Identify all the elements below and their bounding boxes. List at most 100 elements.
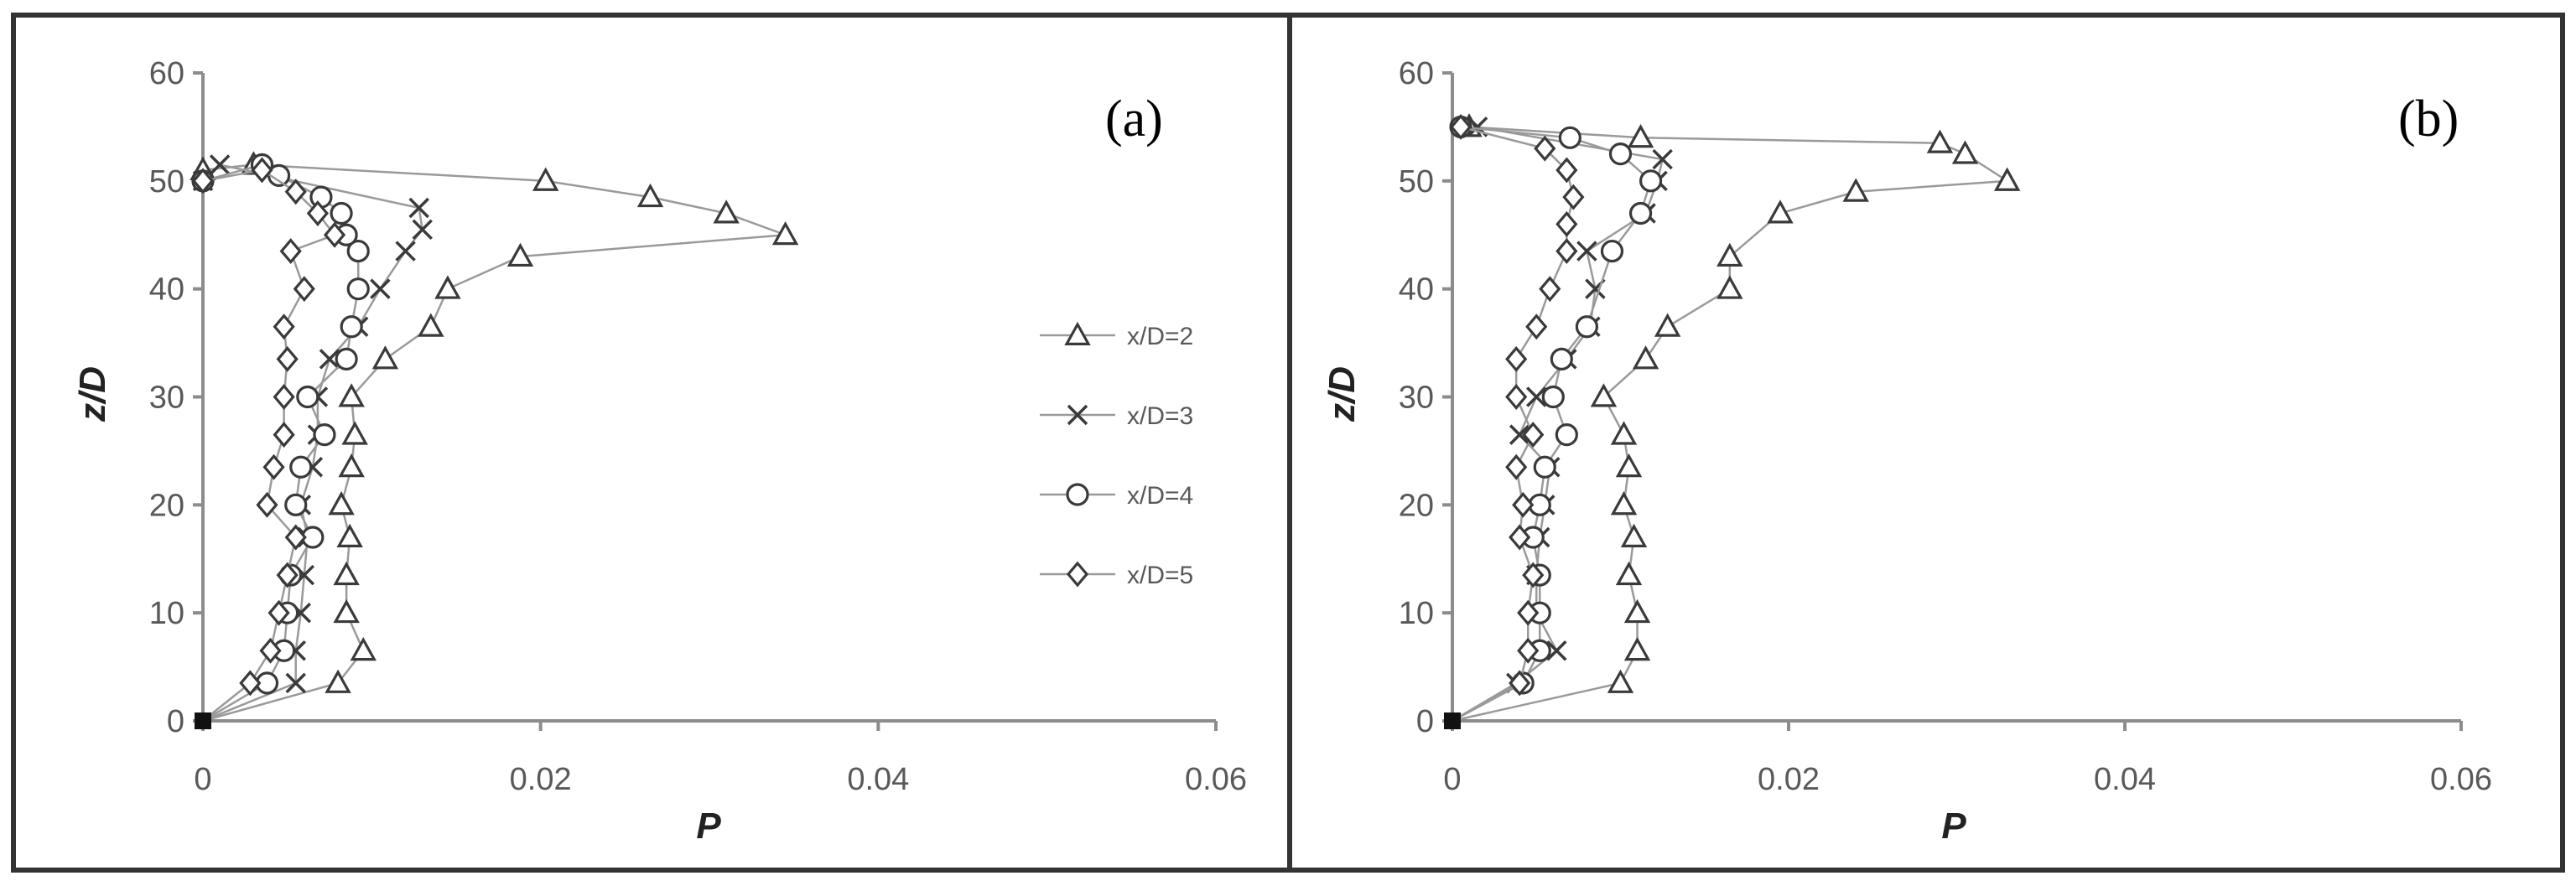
data-point	[1590, 383, 1618, 407]
data-point	[1600, 239, 1624, 263]
data-point	[1541, 385, 1565, 409]
origin-point-b	[1444, 712, 1461, 729]
series-line	[202, 163, 424, 723]
data-point	[1550, 347, 1573, 371]
data-point	[1522, 422, 1545, 448]
data-point	[335, 347, 358, 371]
data-point	[319, 349, 340, 370]
data-point	[262, 453, 285, 480]
data-point	[1767, 199, 1794, 224]
x-axis-label-a: P	[696, 806, 721, 847]
data-point	[1623, 598, 1651, 624]
data-point	[279, 238, 302, 265]
data-point	[293, 276, 315, 303]
legend-item: x/D=4	[1040, 482, 1193, 510]
legend-label: x/D=5	[1127, 562, 1193, 589]
legend-marker	[1067, 404, 1088, 426]
series-line	[1452, 126, 2011, 723]
y-tick-label-b: 0	[1416, 704, 1434, 739]
x-axis-label-b: P	[1941, 806, 1966, 847]
data-point	[328, 491, 355, 516]
data-point	[771, 220, 799, 246]
data-point	[259, 637, 282, 664]
legend-item: x/D=2	[1040, 321, 1193, 350]
data-point	[1509, 524, 1531, 551]
chart-panel-a: (a) P z/D 0 10 20 30 40 50 60 0 0.02 0.04 0.06	[72, 56, 1247, 847]
data-point	[1505, 345, 1528, 372]
data-point	[338, 453, 365, 478]
data-point	[323, 221, 346, 248]
data-point	[1620, 523, 1648, 547]
data-point	[1512, 491, 1535, 518]
data-point	[636, 183, 664, 208]
data-point	[1522, 562, 1545, 588]
data-point	[209, 154, 231, 175]
data-point	[276, 562, 299, 588]
data-point	[239, 670, 262, 697]
data-point	[1533, 455, 1556, 479]
data-point	[1639, 169, 1663, 193]
data-point	[276, 345, 299, 372]
legend-item: x/D=5	[1040, 561, 1193, 589]
data-point	[330, 201, 353, 225]
data-point	[1505, 384, 1528, 410]
data-point	[1575, 315, 1599, 339]
y-tick-label-b: 10	[1399, 596, 1434, 631]
data-point	[1517, 637, 1540, 664]
data-point	[1608, 142, 1633, 166]
data-point	[289, 455, 313, 479]
series-b-4	[1449, 113, 1585, 723]
panel-label-b: (b)	[2398, 91, 2459, 148]
legend-marker	[1066, 561, 1089, 588]
data-point	[1654, 313, 1681, 337]
data-point	[1562, 184, 1585, 210]
data-point	[346, 277, 370, 301]
legend-marker	[1064, 321, 1091, 345]
data-point	[256, 491, 278, 518]
data-point	[1842, 178, 1869, 202]
data-point	[370, 278, 391, 299]
series-a-1	[190, 151, 799, 723]
panel-label-a: (a)	[1105, 91, 1163, 148]
data-point	[412, 219, 433, 241]
y-axis-label-b: z/D	[1322, 366, 1363, 422]
data-point	[1615, 453, 1643, 478]
data-point	[273, 313, 295, 340]
x-tick-label-a: 0	[194, 762, 211, 797]
data-point	[713, 199, 740, 224]
y-tick-label-b: 60	[1399, 56, 1434, 91]
series-b-3	[1449, 115, 1663, 723]
data-point	[1558, 126, 1581, 149]
x-tick-label-a: 0.06	[1185, 762, 1247, 797]
x-tick-label-b: 0.02	[1758, 762, 1820, 797]
x-tick-label-b: 0.04	[2094, 762, 2156, 797]
data-point	[1632, 345, 1659, 370]
legend-marker	[1066, 483, 1089, 506]
series-a-2	[192, 154, 433, 723]
data-point	[1610, 421, 1638, 445]
data-point	[1628, 201, 1653, 225]
series-line	[1452, 126, 1653, 723]
data-point	[336, 523, 363, 547]
data-point	[1576, 241, 1597, 262]
x-tick-label-a: 0.02	[510, 762, 572, 797]
series-b-1	[1452, 113, 2021, 723]
data-point	[284, 524, 307, 551]
data-point	[350, 636, 377, 661]
data-point	[1449, 113, 1472, 140]
data-point	[1526, 386, 1547, 407]
y-tick-label-b: 20	[1399, 488, 1434, 523]
data-point	[1555, 422, 1578, 447]
x-tick-label-b: 0	[1443, 762, 1461, 797]
data-point	[1539, 276, 1561, 303]
y-tick-label-a: 10	[149, 596, 184, 631]
series-a-4	[191, 157, 346, 722]
legend-item: x/D=3	[1040, 402, 1193, 430]
y-tick-label-a: 50	[149, 164, 184, 199]
data-point	[309, 185, 333, 209]
data-point	[340, 315, 363, 339]
data-point	[273, 384, 295, 410]
data-point	[296, 385, 319, 409]
y-tick-label-a: 20	[149, 488, 184, 523]
